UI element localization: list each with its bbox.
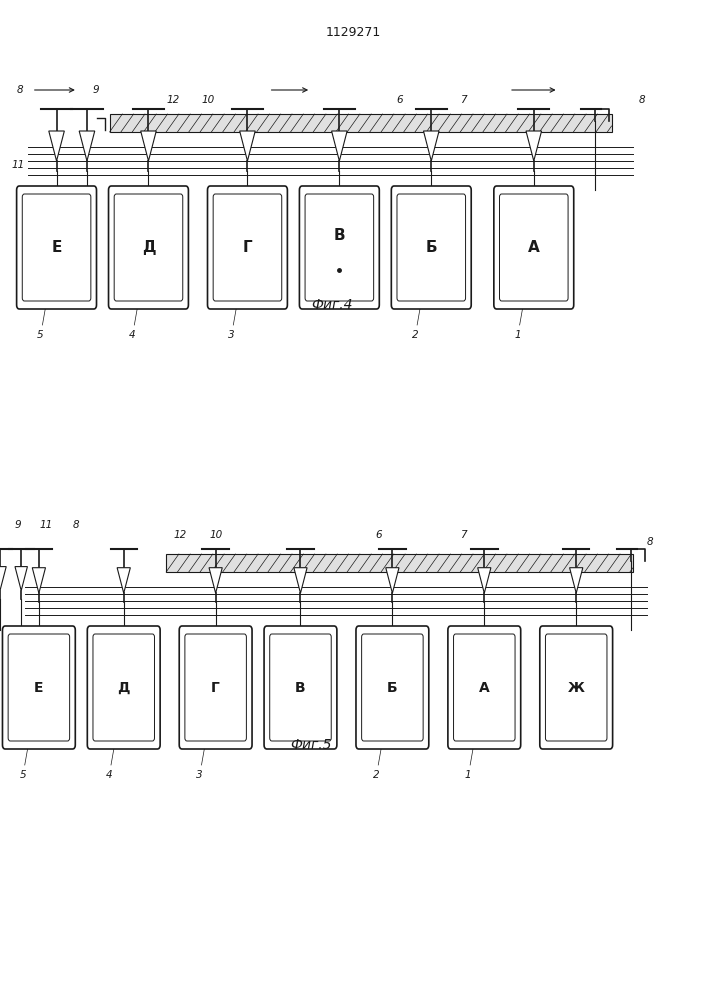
Polygon shape: [79, 131, 95, 161]
Text: 7: 7: [460, 530, 467, 540]
FancyBboxPatch shape: [87, 626, 160, 749]
Text: Б: Б: [426, 240, 437, 255]
FancyBboxPatch shape: [356, 626, 428, 749]
FancyBboxPatch shape: [108, 186, 188, 309]
Polygon shape: [526, 131, 542, 161]
Text: 8: 8: [638, 95, 645, 105]
Text: 5: 5: [19, 770, 26, 780]
Polygon shape: [117, 568, 130, 593]
Text: Ж: Ж: [568, 680, 585, 694]
Text: Г: Г: [211, 680, 220, 694]
FancyBboxPatch shape: [2, 626, 75, 749]
Polygon shape: [15, 567, 28, 591]
Polygon shape: [570, 568, 583, 593]
Text: 8: 8: [16, 85, 23, 95]
Text: 12: 12: [174, 530, 187, 540]
Text: 12: 12: [167, 95, 180, 105]
Text: А: А: [528, 240, 539, 255]
Text: Фиг.5: Фиг.5: [291, 738, 332, 752]
Text: 3: 3: [228, 330, 235, 340]
Text: 7: 7: [460, 95, 467, 105]
FancyBboxPatch shape: [392, 186, 471, 309]
Polygon shape: [49, 131, 64, 161]
Text: Д: Д: [141, 240, 156, 255]
Text: 2: 2: [411, 330, 419, 340]
Text: 4: 4: [129, 330, 136, 340]
FancyBboxPatch shape: [299, 186, 379, 309]
Polygon shape: [0, 567, 6, 591]
FancyBboxPatch shape: [448, 626, 520, 749]
FancyBboxPatch shape: [493, 186, 573, 309]
Polygon shape: [478, 568, 491, 593]
Text: 2: 2: [373, 770, 380, 780]
Text: 6: 6: [396, 95, 403, 105]
Bar: [166, 554, 633, 572]
Text: В: В: [295, 680, 306, 694]
Text: Е: Е: [52, 240, 62, 255]
Polygon shape: [294, 568, 307, 593]
Text: Б: Б: [387, 680, 398, 694]
Polygon shape: [423, 131, 439, 161]
Text: 6: 6: [375, 530, 382, 540]
Text: 1129271: 1129271: [326, 25, 381, 38]
Text: 8: 8: [73, 520, 80, 530]
Polygon shape: [141, 131, 156, 161]
Text: А: А: [479, 680, 490, 694]
Text: 11: 11: [11, 160, 24, 170]
Polygon shape: [33, 568, 45, 593]
Text: 9: 9: [14, 520, 21, 530]
Bar: [110, 114, 612, 132]
FancyBboxPatch shape: [207, 186, 287, 309]
Polygon shape: [240, 131, 255, 161]
Text: 10: 10: [202, 95, 215, 105]
FancyBboxPatch shape: [264, 626, 337, 749]
Text: 1: 1: [464, 770, 472, 780]
FancyBboxPatch shape: [17, 186, 96, 309]
Text: Фиг.4: Фиг.4: [312, 298, 353, 312]
Polygon shape: [209, 568, 222, 593]
Text: 11: 11: [40, 520, 52, 530]
Polygon shape: [332, 131, 347, 161]
FancyBboxPatch shape: [539, 626, 612, 749]
Polygon shape: [386, 568, 399, 593]
Text: 1: 1: [514, 330, 521, 340]
Text: 3: 3: [196, 770, 203, 780]
Text: В: В: [334, 228, 345, 243]
Text: 10: 10: [209, 530, 222, 540]
Text: 4: 4: [105, 770, 112, 780]
Text: Д: Д: [117, 680, 130, 694]
Text: 8: 8: [647, 537, 654, 547]
Text: Е: Е: [34, 680, 44, 694]
Text: 5: 5: [37, 330, 44, 340]
FancyBboxPatch shape: [180, 626, 252, 749]
Text: 9: 9: [92, 85, 99, 95]
Text: Г: Г: [243, 240, 252, 255]
